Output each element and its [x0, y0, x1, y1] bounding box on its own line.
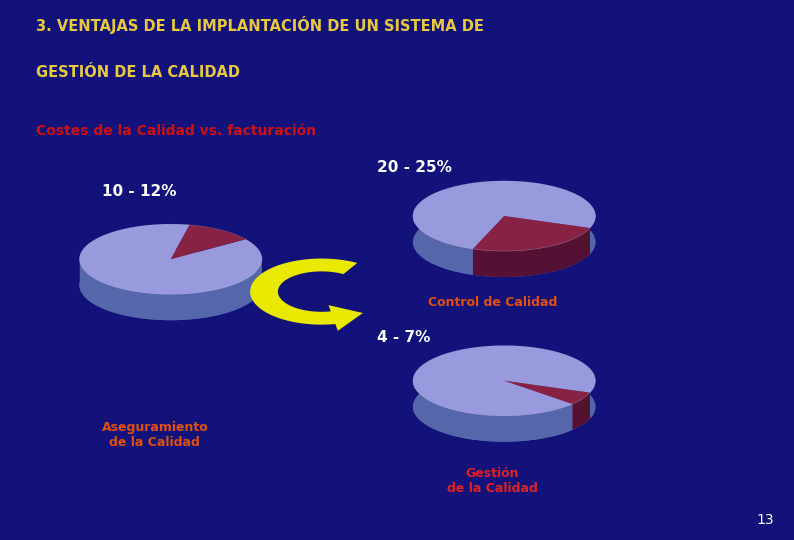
- Polygon shape: [171, 225, 245, 259]
- Polygon shape: [572, 393, 590, 430]
- Text: Control de Calidad: Control de Calidad: [428, 296, 557, 309]
- Text: 3. VENTAJAS DE LA IMPLANTACIÓN DE UN SISTEMA DE: 3. VENTAJAS DE LA IMPLANTACIÓN DE UN SIS…: [36, 16, 484, 34]
- Text: 13: 13: [757, 512, 774, 526]
- Text: Costes de la Calidad vs. facturación: Costes de la Calidad vs. facturación: [36, 124, 316, 138]
- Text: Gestión
de la Calidad: Gestión de la Calidad: [447, 467, 538, 495]
- Polygon shape: [79, 250, 262, 320]
- Polygon shape: [504, 381, 590, 404]
- Polygon shape: [413, 346, 596, 416]
- Polygon shape: [413, 214, 596, 275]
- Polygon shape: [329, 305, 363, 331]
- Polygon shape: [413, 207, 596, 277]
- Polygon shape: [413, 181, 596, 249]
- Polygon shape: [79, 224, 262, 294]
- Text: GESTIÓN DE LA CALIDAD: GESTIÓN DE LA CALIDAD: [36, 65, 240, 80]
- Text: 4 - 7%: 4 - 7%: [377, 330, 430, 345]
- Polygon shape: [413, 377, 596, 442]
- Polygon shape: [79, 256, 262, 320]
- Text: 20 - 25%: 20 - 25%: [377, 160, 452, 175]
- Text: Aseguramiento
de la Calidad: Aseguramiento de la Calidad: [102, 421, 208, 449]
- Polygon shape: [473, 216, 590, 251]
- Text: 10 - 12%: 10 - 12%: [102, 184, 176, 199]
- Polygon shape: [473, 228, 590, 277]
- Polygon shape: [250, 259, 357, 325]
- Polygon shape: [413, 372, 596, 442]
